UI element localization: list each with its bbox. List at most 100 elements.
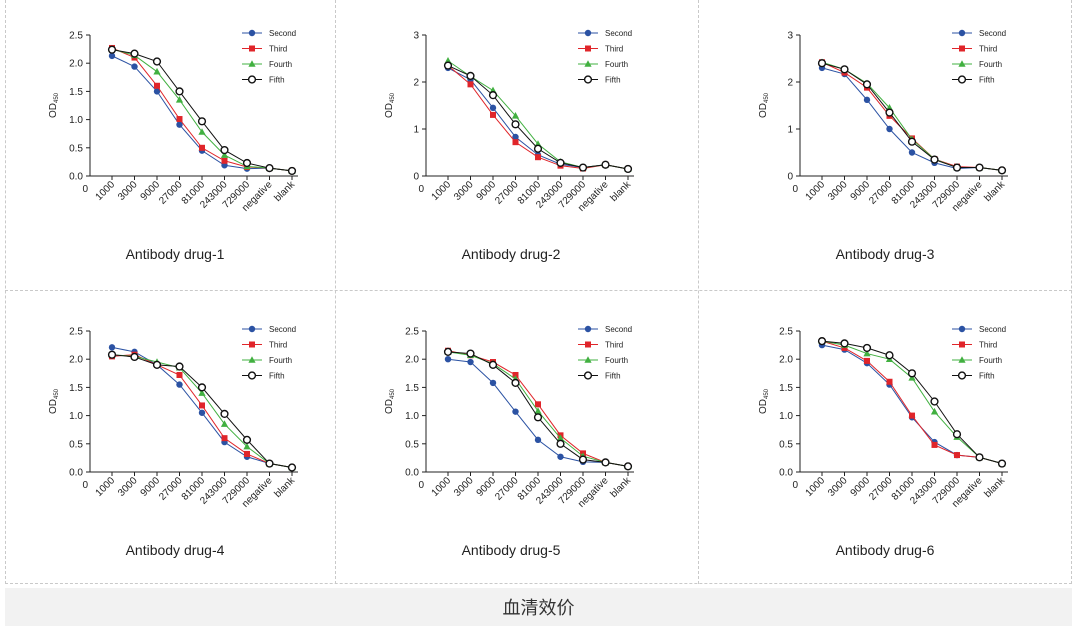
data-point [885, 108, 894, 117]
y-axis-label: OD450 [384, 388, 396, 414]
data-point [197, 383, 207, 392]
legend-label: Third [269, 45, 287, 54]
data-point [488, 91, 498, 100]
y-tick-label: 0.0 [405, 468, 419, 479]
legend-marker [583, 371, 593, 380]
y-axis-label-subscript: 450 [390, 388, 396, 399]
legend-marker [958, 60, 966, 67]
data-point [287, 463, 297, 472]
legend-item: Third [578, 341, 623, 350]
y-tick-label: 2.5 [779, 327, 793, 338]
series-line [821, 340, 1003, 465]
y-tick-label: 2.0 [779, 355, 793, 366]
x-tick-label: 3000 [452, 475, 476, 499]
legend-label: Fourth [605, 60, 628, 69]
y-tick-label: 1.0 [779, 411, 793, 422]
legend-marker [249, 341, 255, 348]
data-point [220, 151, 229, 158]
data-point [175, 96, 184, 103]
y-tick-label: 1 [787, 125, 793, 136]
data-point [490, 111, 496, 118]
divider-vertical [335, 0, 336, 584]
x-tick-label: blank [608, 179, 633, 204]
chart-panel-drug-1: 0.0 0.5 1.0 1.5 2.0 2.5 0 OD450 1000 3000 9000 2700… [40, 0, 310, 290]
y-tick-label: 2.5 [69, 31, 83, 42]
x-tick-label: 1000 [430, 179, 454, 203]
x-tick-label: 1000 [804, 475, 828, 499]
data-point [287, 166, 297, 176]
data-point [176, 116, 183, 123]
data-point [534, 436, 542, 444]
series-fourth [818, 337, 1006, 467]
data-point [578, 455, 588, 464]
data-point [152, 57, 162, 66]
data-point [466, 71, 475, 80]
legend-item: Second [578, 325, 632, 334]
series-second [818, 341, 1006, 467]
series-fourth [444, 348, 632, 470]
data-point [220, 145, 229, 155]
legend-marker [957, 75, 967, 84]
footer-caption: 血清效价 [5, 588, 1072, 626]
y-axis-label-subscript: 450 [54, 388, 60, 399]
data-point [488, 360, 498, 369]
data-point [862, 343, 872, 353]
data-point [886, 378, 893, 385]
data-point [242, 158, 252, 168]
legend-marker [248, 325, 256, 333]
data-point [197, 117, 207, 126]
x-tick-label: 3000 [826, 179, 850, 203]
y-tick-label: 3 [413, 31, 419, 42]
data-point [108, 52, 116, 60]
legend-item: Second [242, 325, 296, 334]
legend-marker [584, 60, 592, 67]
y-tick-label: 0.0 [779, 468, 793, 479]
series-fifth [817, 337, 1007, 468]
legend-label: Second [605, 29, 632, 38]
legend-item: Fourth [578, 356, 628, 365]
legend-item: Fourth [952, 60, 1002, 69]
legend-marker [248, 29, 256, 37]
x-tick-label: 1000 [94, 475, 118, 499]
y-axis-label-subscript: 450 [764, 92, 770, 103]
data-point [997, 459, 1007, 468]
legend-item: Fifth [242, 371, 285, 381]
data-point [535, 154, 541, 161]
chart-panel-drug-2: 0 1 2 3 0 OD450 1000 3000 9000 27000 81000 243000 72… [376, 0, 646, 290]
chart-svg: 0.00.51.01.52.02.50OD4501000300090002700… [48, 29, 298, 214]
data-point [975, 163, 984, 172]
x-tick-label: blank [272, 179, 297, 204]
x-tick-label: 1000 [804, 179, 828, 203]
data-point [908, 149, 916, 156]
data-point [557, 453, 564, 460]
y-tick-label: 1.5 [69, 87, 83, 98]
series-fifth [107, 45, 297, 176]
data-point [512, 133, 519, 141]
series-second [818, 64, 1006, 174]
y-tick-label: 2.0 [405, 355, 419, 366]
x-tick-label: 3000 [826, 475, 850, 499]
data-point [840, 339, 849, 348]
data-point [817, 59, 827, 68]
data-point [556, 434, 565, 441]
data-point [623, 462, 633, 471]
data-point [512, 139, 519, 146]
data-point [952, 430, 962, 439]
x-tick-label: blank [608, 475, 633, 500]
data-point [601, 160, 610, 169]
data-point [444, 356, 452, 363]
legend-item: Fifth [952, 371, 995, 381]
data-point [556, 439, 565, 448]
y-tick-label: 2.0 [69, 355, 83, 366]
data-point [154, 82, 160, 89]
chart-title: Antibody drug-4 [125, 542, 225, 558]
legend-marker [248, 356, 256, 363]
legend-item: Second [952, 29, 1006, 38]
y-tick-label: 1.5 [405, 383, 419, 394]
data-point [153, 67, 161, 75]
legend-label: Fifth [269, 76, 285, 85]
data-point [221, 435, 228, 442]
legend-marker [583, 75, 593, 84]
chart-svg: 01230OD450100030009000270008100024300072… [384, 29, 634, 214]
data-point [153, 88, 161, 95]
